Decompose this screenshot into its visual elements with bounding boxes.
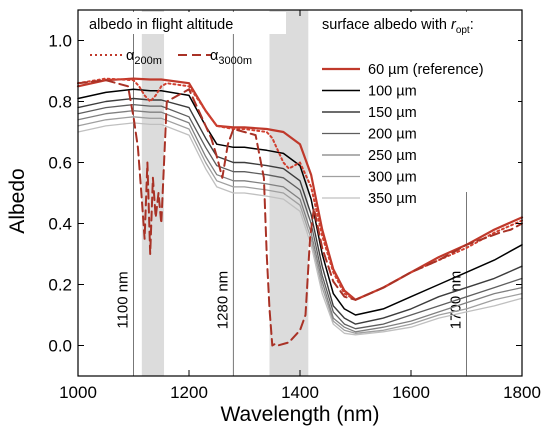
flight-legend: albedo in flight altitude α200m α3000m xyxy=(86,12,286,67)
flight-legend-title: albedo in flight altitude xyxy=(89,17,233,33)
y-axis-ticks: 0.0 0.2 0.4 0.6 0.8 1.0 xyxy=(48,32,522,356)
x-tick-label-1: 1200 xyxy=(170,383,208,402)
series-line-4 xyxy=(77,110,523,333)
y-tick-label-3: 0.6 xyxy=(48,154,72,173)
y-tick-label-5: 1.0 xyxy=(48,32,72,51)
flight-legend-label-0: α200m xyxy=(126,48,162,67)
y-tick-label-2: 0.4 xyxy=(48,215,72,234)
flight-legend-label-1: α3000m xyxy=(210,48,252,67)
surface-legend-label-6: 350 µm xyxy=(368,191,417,207)
x-tick-label-0: 1000 xyxy=(59,383,97,402)
surface-legend: surface albedo with ropt: 60 µm (referen… xyxy=(318,12,518,207)
surface-legend-title-suffix: : xyxy=(470,17,474,33)
surface-legend-label-0: 60 µm (reference) xyxy=(368,62,484,78)
x-tick-label-2: 1400 xyxy=(281,383,319,402)
x-tick-label-3: 1600 xyxy=(392,383,430,402)
vline-label-0: 1100 nm xyxy=(115,271,132,328)
series-layer xyxy=(76,77,524,347)
shaded-bands xyxy=(141,10,309,376)
surface-legend-title: surface albedo with ropt: xyxy=(322,17,474,36)
flight-legend-entries: α200m α3000m xyxy=(90,48,252,67)
y-tick-label-4: 0.8 xyxy=(48,93,72,112)
surface-legend-label-3: 200 µm xyxy=(368,127,417,143)
surface-legend-label-2: 150 µm xyxy=(368,105,417,121)
x-tick-label-4: 1800 xyxy=(503,383,541,402)
series-line-6 xyxy=(77,122,523,336)
surface-legend-title-sub: opt xyxy=(456,25,470,36)
surface-legend-label-5: 300 µm xyxy=(368,170,417,186)
shaded-band-1 xyxy=(269,10,309,376)
flight-legend-symbol-0: α xyxy=(126,48,134,64)
vline-label-1: 1280 nm xyxy=(214,271,231,329)
flight-series-line-1 xyxy=(77,79,523,347)
x-axis-label: Wavelength (nm) xyxy=(220,403,379,426)
surface-legend-title-prefix: surface albedo with xyxy=(322,17,451,33)
flight-legend-symbol-1: α xyxy=(210,48,218,64)
series-line-5 xyxy=(77,116,523,334)
surface-legend-label-1: 100 µm xyxy=(368,84,417,100)
y-axis-label: Albedo xyxy=(6,168,29,233)
series-line-3 xyxy=(77,103,523,330)
surface-legend-title-var: r xyxy=(451,17,457,33)
y-tick-label-1: 0.2 xyxy=(48,276,72,295)
surface-legend-entries: 60 µm (reference) 100 µm 150 µm 200 µm 250 µ… xyxy=(322,62,484,207)
x-axis-ticks: 1000 1200 1400 1600 1800 xyxy=(59,10,541,402)
surface-legend-label-4: 250 µm xyxy=(368,148,417,164)
y-tick-label-0: 0.0 xyxy=(48,337,72,356)
series-line-2 xyxy=(77,97,523,325)
flight-legend-sub-0: 200m xyxy=(134,55,162,67)
flight-legend-sub-1: 3000m xyxy=(218,55,252,67)
